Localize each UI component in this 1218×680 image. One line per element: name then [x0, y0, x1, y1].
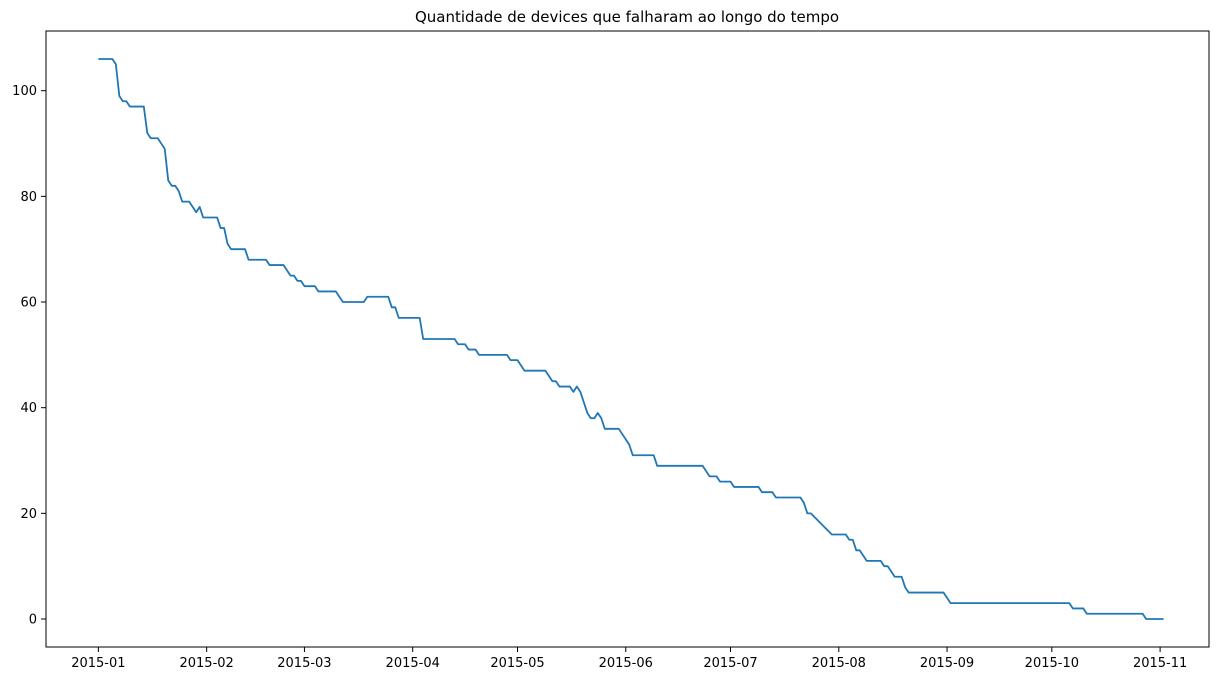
x-tick-label: 2015-03 [277, 656, 331, 671]
x-tick-label: 2015-08 [812, 656, 866, 671]
y-tick-label: 0 [29, 613, 37, 628]
axes: 2015-01 2015-02 2015-03 2015-04 2015-05 2015-… [12, 30, 1210, 671]
x-tick-label: 2015-04 [386, 656, 440, 671]
x-tick-label: 2015-05 [490, 656, 544, 671]
x-tick-label: 2015-07 [703, 656, 757, 671]
x-tick-label: 2015-06 [599, 656, 653, 671]
x-tick-label: 2015-11 [1133, 656, 1187, 671]
x-tick-label: 2015-09 [920, 656, 974, 671]
x-tick-label: 2015-10 [1025, 656, 1079, 671]
y-tick-label: 20 [20, 507, 37, 522]
y-tick-label: 40 [20, 401, 37, 416]
x-tick-label: 2015-02 [179, 656, 233, 671]
y-tick-label: 100 [12, 84, 37, 99]
axes-frame [45, 30, 1210, 648]
plot-area [98, 58, 1164, 620]
series-line-1 [98, 58, 1164, 620]
chart-title: Quantidade de devices que falharam ao lo… [415, 8, 839, 26]
x-tick-label: 2015-01 [71, 656, 125, 671]
y-tick-label: 80 [20, 190, 37, 205]
y-tick-label: 60 [20, 296, 37, 311]
